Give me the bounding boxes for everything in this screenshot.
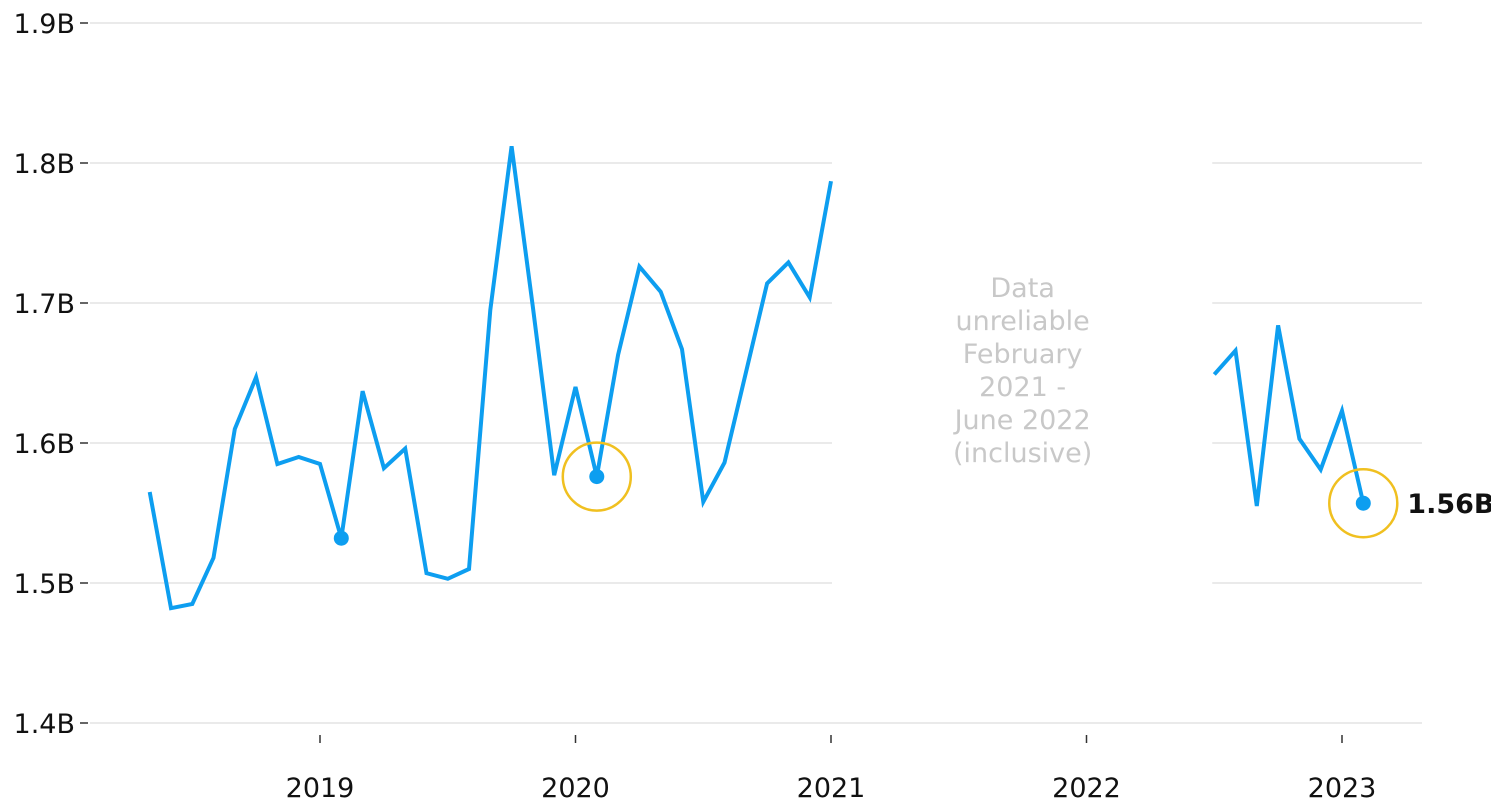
series-line <box>1212 325 1366 507</box>
x-tick-label: 2020 <box>541 773 610 802</box>
y-tick-label: 1.8B <box>14 149 75 180</box>
gap-note-line: June 2022 <box>953 405 1091 436</box>
y-axis: 1.4B 1.5B 1.6B 1.7B 1.8B 1.9B <box>14 9 88 740</box>
x-axis: 2019 2020 2021 2022 2023 <box>286 735 1377 802</box>
gap-note-line: 2021 - <box>979 372 1066 403</box>
y-tick-label: 1.4B <box>14 709 75 740</box>
y-tick-label: 1.9B <box>14 9 75 40</box>
series-line <box>147 145 833 611</box>
point-markers: 1.56B <box>333 441 1491 546</box>
data-point <box>1355 495 1371 511</box>
highlight-circle <box>1328 467 1399 539</box>
series-lines <box>147 145 1366 611</box>
gap-note-line: Data <box>990 273 1054 304</box>
gridlines <box>90 22 1422 724</box>
x-tick-label: 2019 <box>286 773 355 802</box>
y-tick-label: 1.7B <box>14 289 75 320</box>
y-tick-label: 1.6B <box>14 429 75 460</box>
highlight-circle <box>561 441 633 512</box>
gap-note-line: February <box>963 339 1083 370</box>
x-tick-label: 2023 <box>1308 773 1377 802</box>
x-tick-label: 2022 <box>1052 773 1121 802</box>
gap-note-line: (inclusive) <box>953 438 1092 469</box>
y-tick-label: 1.5B <box>14 569 75 600</box>
gap-note-line: unreliable <box>956 306 1090 337</box>
end-value-label: 1.56B <box>1407 489 1491 520</box>
data-point <box>333 530 349 546</box>
x-tick-label: 2021 <box>797 773 866 802</box>
data-point <box>589 469 605 485</box>
